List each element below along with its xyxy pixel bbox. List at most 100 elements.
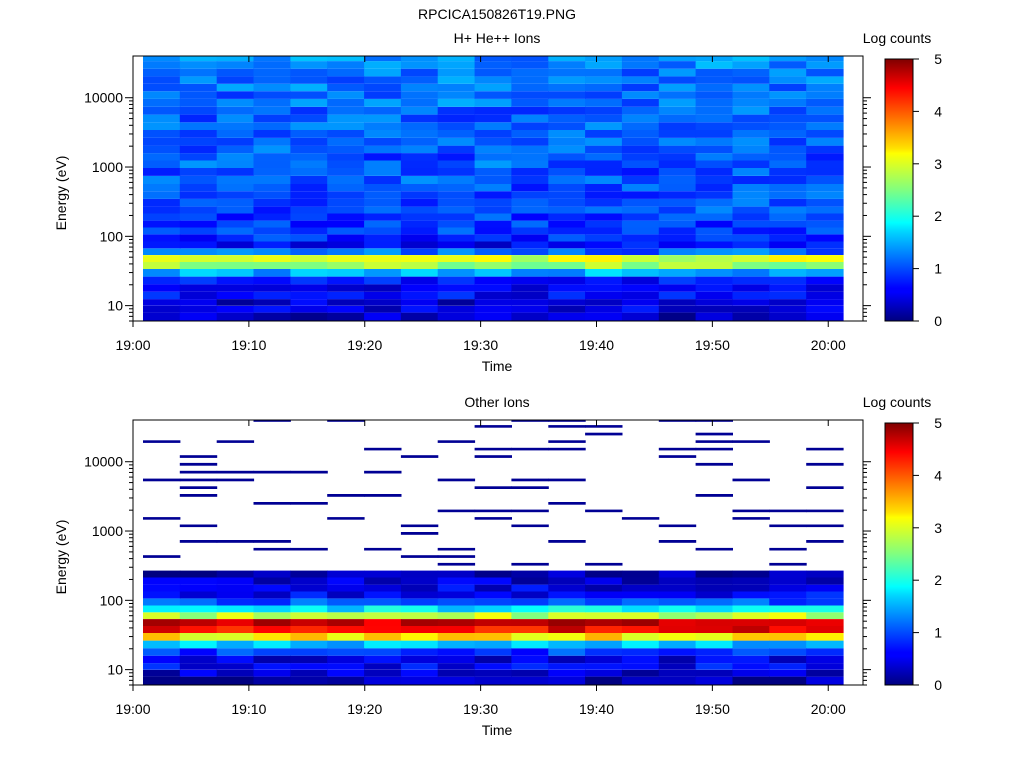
heatmap-cell xyxy=(585,640,623,649)
heatmap-cell xyxy=(585,425,623,428)
heatmap-cell xyxy=(511,183,549,192)
heatmap-cell xyxy=(400,598,439,606)
heatmap-cell xyxy=(474,106,512,115)
heatmap-cell xyxy=(695,432,733,436)
heatmap-cell xyxy=(364,494,402,497)
heatmap-cell xyxy=(732,269,770,277)
heatmap-cell xyxy=(585,220,623,228)
colorbar-axis: 0 1 2 3 4 5 xyxy=(913,415,942,693)
colorbar-tick-label: 4 xyxy=(934,103,942,119)
heatmap-cell xyxy=(548,56,586,62)
heatmap-cell xyxy=(474,91,512,99)
heatmap-cell xyxy=(585,261,623,269)
heatmap-cell xyxy=(621,625,660,633)
heatmap-cells xyxy=(143,56,844,321)
heatmap-cell xyxy=(290,98,328,107)
heatmap-cell xyxy=(253,248,291,255)
heatmap-cell xyxy=(585,625,623,633)
heatmap-cell xyxy=(695,269,733,277)
heatmap-cell xyxy=(179,248,218,255)
heatmap-cell xyxy=(327,612,365,619)
heatmap-cell xyxy=(327,98,365,107)
heatmap-cell xyxy=(548,91,586,99)
heatmap-cell xyxy=(806,577,844,585)
heatmap-cell xyxy=(474,655,512,664)
heatmap-cell xyxy=(548,106,586,115)
heatmap-cell xyxy=(658,640,697,649)
heatmap-cell xyxy=(290,625,328,633)
colorbar xyxy=(884,422,914,686)
heatmap-cell xyxy=(769,605,807,613)
heatmap-cell xyxy=(695,605,733,613)
heatmap-cell xyxy=(179,138,218,146)
heatmap-cell xyxy=(216,106,255,115)
heatmap-cell xyxy=(179,122,218,130)
heatmap-cell xyxy=(179,524,218,528)
heatmap-cell xyxy=(216,478,255,482)
heatmap-cell xyxy=(400,284,439,292)
heatmap-cell xyxy=(511,213,549,221)
heatmap-cell xyxy=(216,269,255,277)
heatmap-cell xyxy=(695,130,733,138)
heatmap-cell xyxy=(143,663,181,670)
heatmap-cell xyxy=(732,591,770,599)
heatmap-cell xyxy=(364,61,402,69)
heatmap-cell xyxy=(732,191,770,199)
heatmap-cell xyxy=(806,138,844,146)
heatmap-cell xyxy=(511,276,549,285)
heatmap-cell xyxy=(327,633,365,641)
heatmap-cell xyxy=(548,591,586,599)
heatmap-cell xyxy=(179,612,218,619)
colorbar-tick-label: 2 xyxy=(934,208,942,224)
heatmap-cell xyxy=(437,91,476,99)
heatmap-cell xyxy=(400,276,439,285)
heatmap-cell xyxy=(548,206,586,214)
heatmap-cell xyxy=(585,198,623,207)
heatmap-cell xyxy=(585,56,623,62)
heatmap-cell xyxy=(658,261,697,269)
heatmap-cell xyxy=(327,234,365,242)
heatmap-cell xyxy=(290,83,328,92)
heatmap-cell xyxy=(585,206,623,214)
heatmap-cell xyxy=(437,312,476,321)
y-axis-label: Energy (eV) xyxy=(53,520,69,595)
heatmap-cell xyxy=(806,570,844,578)
heatmap-cell xyxy=(216,213,255,221)
heatmap-cell xyxy=(143,91,181,99)
heatmap-cell xyxy=(511,106,549,115)
heatmap-cell xyxy=(695,299,733,306)
heatmap-cell xyxy=(732,570,770,578)
heatmap-cell xyxy=(732,130,770,138)
heatmap-cell xyxy=(216,241,255,249)
heatmap-cell xyxy=(400,160,439,168)
heatmap-cell xyxy=(216,255,255,262)
heatmap-cell xyxy=(143,227,181,235)
heatmap-cell xyxy=(290,640,328,649)
heatmap-cell xyxy=(290,470,328,474)
y-axis: 10 100 1000 10000 xyxy=(84,454,871,686)
heatmap-cell xyxy=(806,114,844,123)
heatmap-cell xyxy=(621,269,660,277)
heatmap-cell xyxy=(364,130,402,138)
heatmap-cell xyxy=(143,261,181,269)
heatmap-cell xyxy=(253,106,291,115)
heatmap-cell xyxy=(806,241,844,249)
heatmap-cell xyxy=(806,619,844,626)
heatmap-cell xyxy=(143,676,181,685)
heatmap-cell xyxy=(364,269,402,277)
heatmap-cell xyxy=(585,284,623,292)
heatmap-cell xyxy=(621,145,660,154)
heatmap-cell xyxy=(143,106,181,115)
heatmap-cell xyxy=(253,669,291,677)
heatmap-cell xyxy=(364,68,402,77)
heatmap-cell xyxy=(658,168,697,176)
heatmap-cell xyxy=(548,227,586,235)
heatmap-cell xyxy=(400,455,439,458)
heatmap-cell xyxy=(437,198,476,207)
heatmap-cells xyxy=(143,420,844,685)
heatmap-cell xyxy=(437,648,476,656)
heatmap-cell xyxy=(658,598,697,606)
heatmap-cell xyxy=(769,91,807,99)
heatmap-cell xyxy=(585,106,623,115)
heatmap-cell xyxy=(732,478,770,482)
